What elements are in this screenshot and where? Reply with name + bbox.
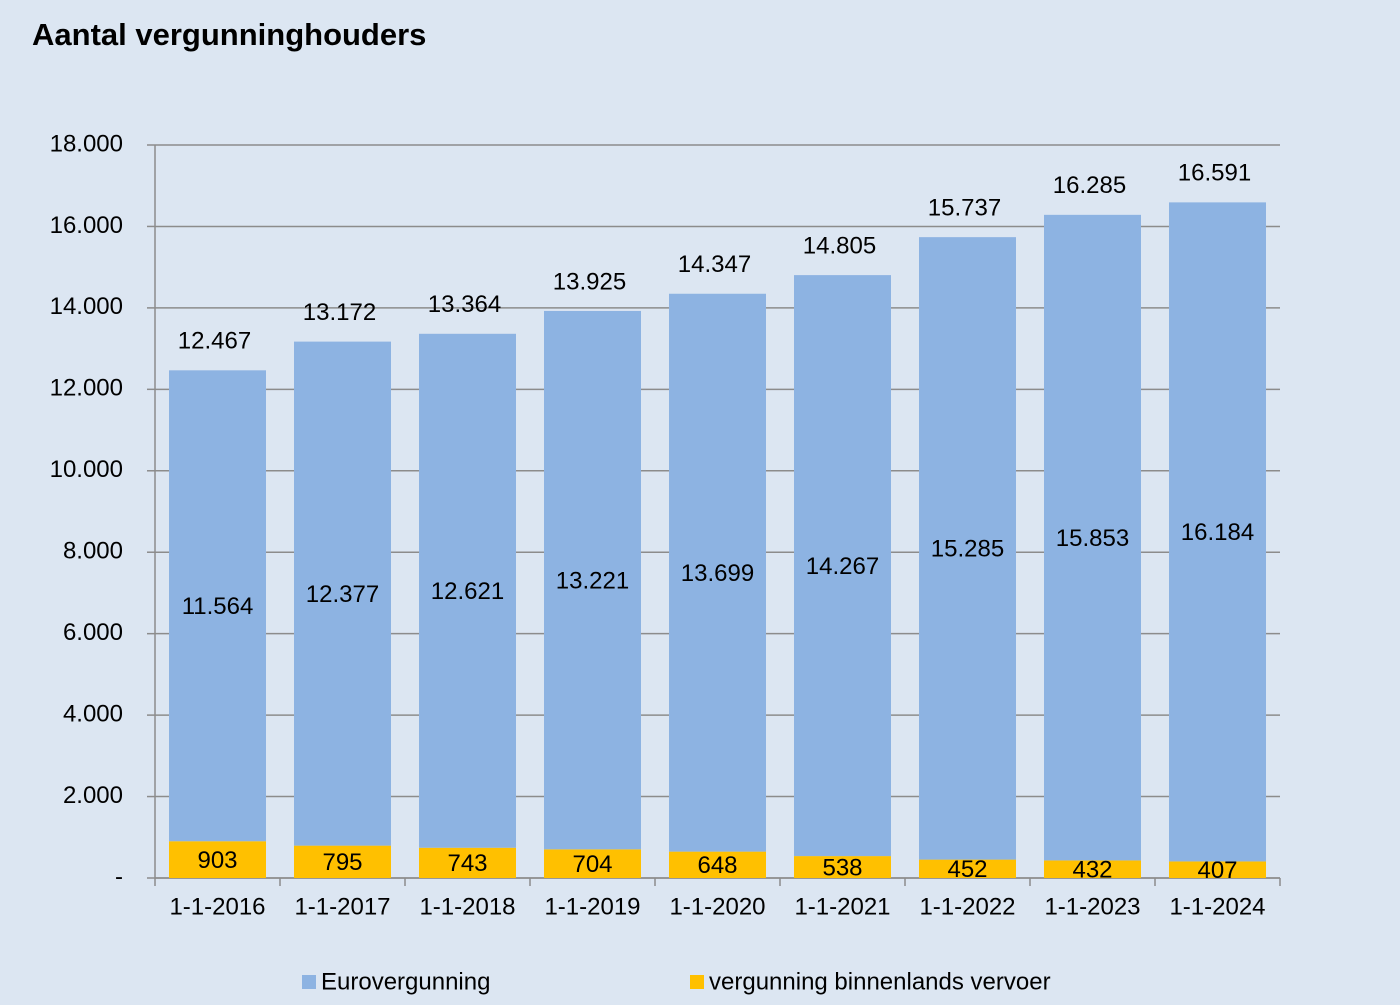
data-label: 15.853 <box>1056 525 1129 552</box>
x-tick-label: 1-1-2016 <box>169 893 265 920</box>
y-tick-label: 2.000 <box>63 782 123 809</box>
bar-segment <box>1169 861 1266 878</box>
y-tick-label: - <box>115 863 123 890</box>
bar-segment <box>169 370 266 842</box>
y-tick-label: 12.000 <box>50 375 123 402</box>
bar-segment <box>794 275 891 857</box>
data-label: 452 <box>947 856 987 883</box>
legend-swatch <box>302 975 316 989</box>
legend-label: Eurovergunning <box>321 968 490 995</box>
total-label: 16.591 <box>1178 160 1251 187</box>
data-label: 13.699 <box>681 560 754 587</box>
legend-label: vergunning binnenlands vervoer <box>709 968 1051 995</box>
x-tick-label: 1-1-2017 <box>294 893 390 920</box>
data-label: 12.377 <box>306 581 379 608</box>
bar-segment <box>669 293 766 852</box>
bar-segment <box>294 341 391 846</box>
bar-segment <box>919 237 1016 860</box>
total-label: 13.364 <box>428 291 501 318</box>
x-tick-label: 1-1-2018 <box>419 893 515 920</box>
x-tick-label: 1-1-2023 <box>1044 893 1140 920</box>
total-label: 13.925 <box>553 268 626 295</box>
data-label: 11.564 <box>182 593 254 620</box>
x-tick-label: 1-1-2024 <box>1169 893 1265 920</box>
bar-segment <box>1044 214 1141 861</box>
data-label: 407 <box>1197 857 1237 884</box>
total-label: 14.347 <box>678 251 751 278</box>
y-tick-label: 4.000 <box>63 700 123 727</box>
total-label: 12.467 <box>178 328 251 355</box>
data-label: 704 <box>572 851 612 878</box>
data-label: 795 <box>322 849 362 876</box>
total-label: 15.737 <box>928 194 1001 221</box>
bar-segment <box>419 333 516 848</box>
bar-segment <box>794 856 891 878</box>
data-label: 648 <box>697 852 737 879</box>
data-label: 16.184 <box>1181 519 1254 546</box>
y-tick-label: 6.000 <box>63 619 123 646</box>
y-tick-label: 18.000 <box>50 130 123 157</box>
bar-segment <box>294 845 391 878</box>
x-tick-label: 1-1-2020 <box>669 893 765 920</box>
bar-segment <box>419 847 516 878</box>
bar-segment <box>669 851 766 878</box>
data-label: 538 <box>822 854 862 881</box>
legend-swatch <box>690 975 704 989</box>
data-label: 12.621 <box>431 578 504 605</box>
data-label: 743 <box>447 850 487 877</box>
x-tick-label: 1-1-2019 <box>544 893 640 920</box>
y-tick-label: 10.000 <box>50 456 123 483</box>
total-label: 14.805 <box>803 232 876 259</box>
data-label: 13.221 <box>556 567 629 594</box>
bar-segment <box>544 849 641 878</box>
data-label: 15.285 <box>931 536 1004 563</box>
y-tick-label: 16.000 <box>50 212 123 239</box>
bar-segment <box>1044 860 1141 878</box>
bar-segment <box>919 859 1016 878</box>
data-label: 903 <box>197 847 237 874</box>
bar-segment <box>544 310 641 850</box>
x-tick-label: 1-1-2022 <box>919 893 1015 920</box>
data-label: 14.267 <box>806 553 879 580</box>
bar-segment <box>1169 202 1266 862</box>
chart-title: Aantal vergunninghouders <box>32 17 426 52</box>
y-tick-label: 8.000 <box>63 538 123 565</box>
data-label: 432 <box>1072 857 1112 884</box>
bar-segment <box>169 841 266 878</box>
y-tick-label: 14.000 <box>50 293 123 320</box>
total-label: 16.285 <box>1053 172 1126 199</box>
x-tick-label: 1-1-2021 <box>794 893 890 920</box>
total-label: 13.172 <box>303 299 376 326</box>
